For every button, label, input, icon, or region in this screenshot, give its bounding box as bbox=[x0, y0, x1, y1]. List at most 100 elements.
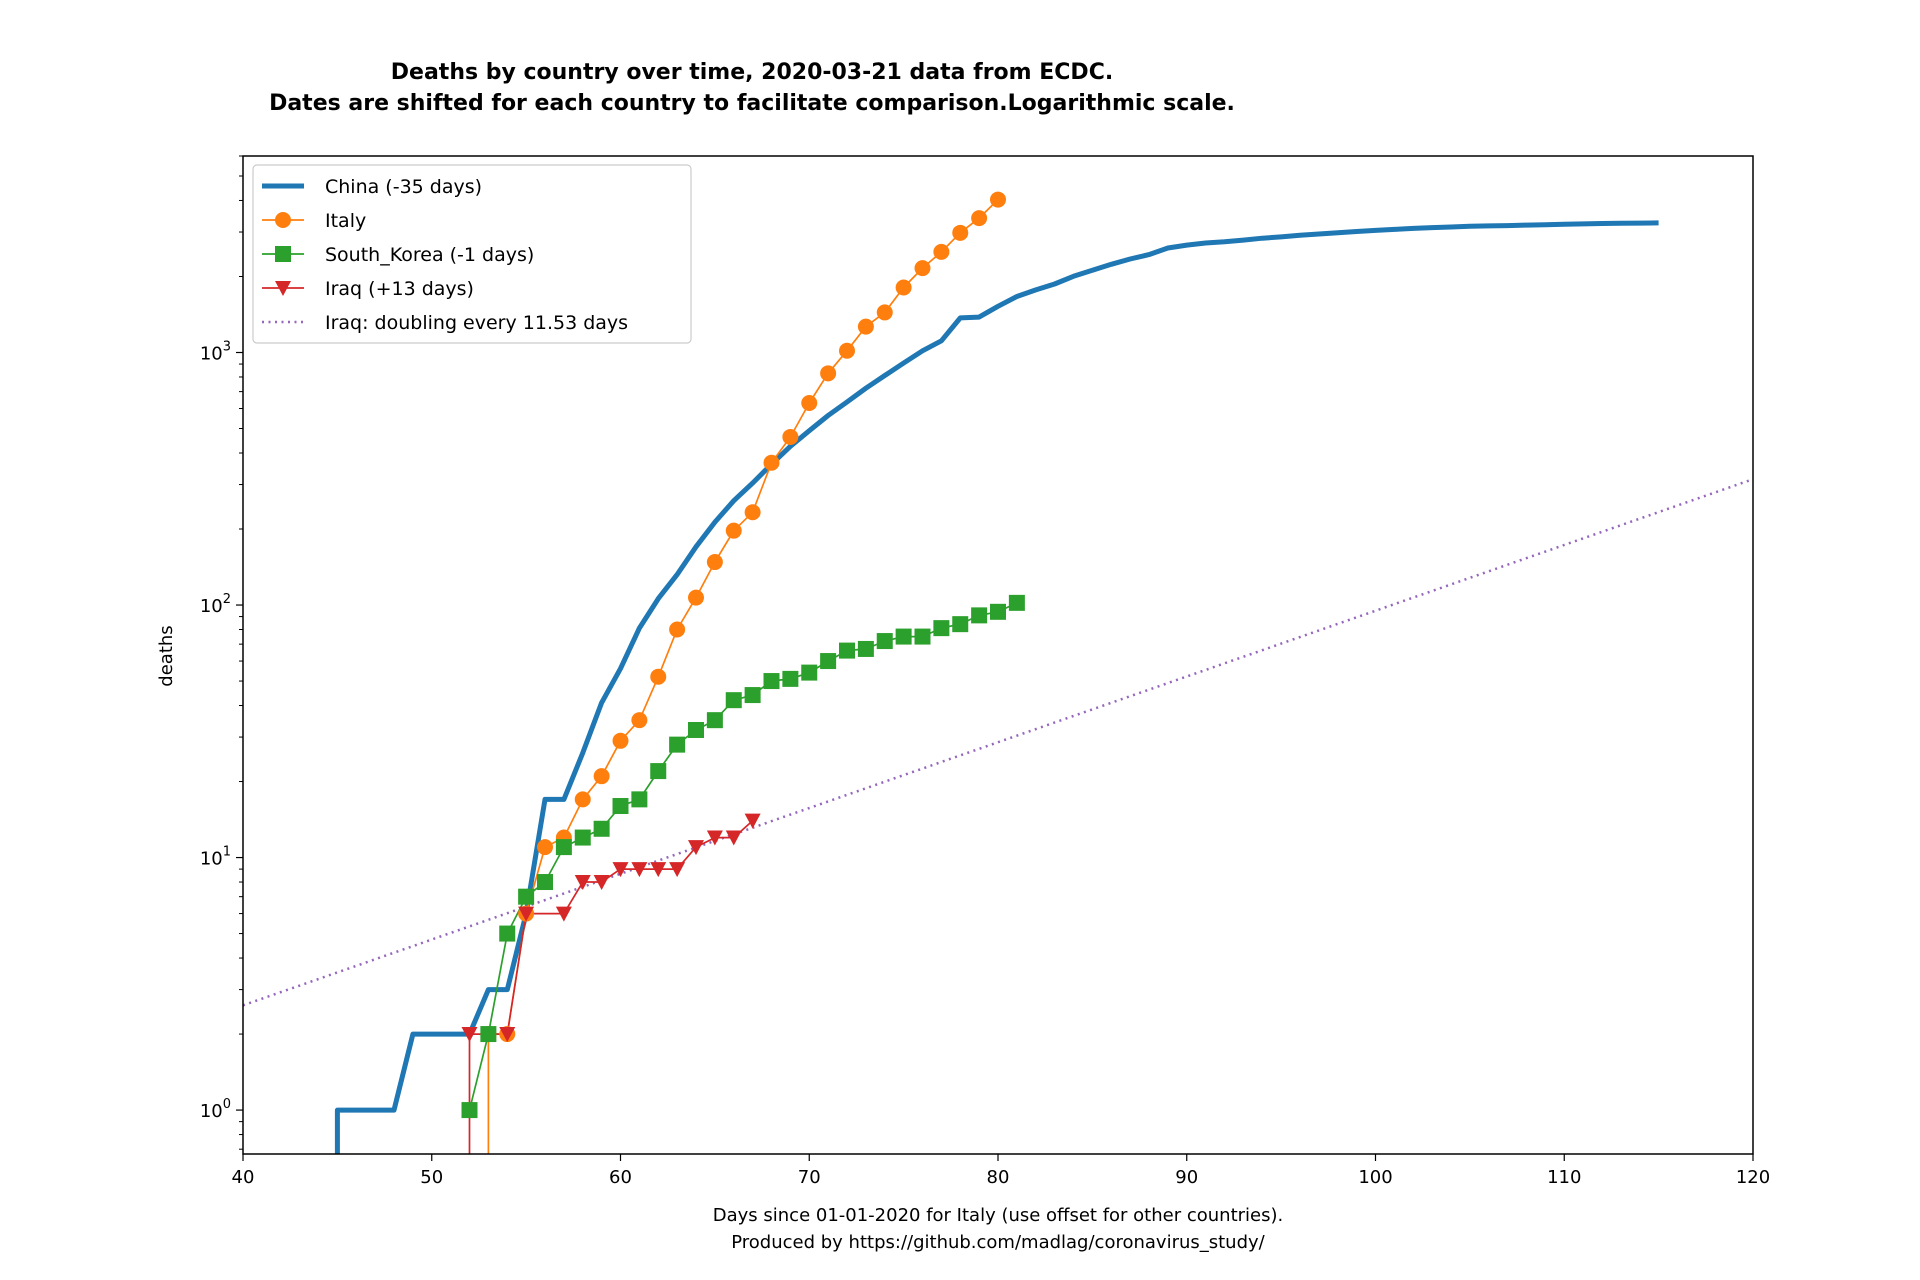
point-iraq-13-days bbox=[744, 813, 761, 829]
point-south-korea-1-days bbox=[518, 888, 535, 905]
point-italy bbox=[876, 304, 893, 321]
legend-label-south-korea-1-days: South_Korea (-1 days) bbox=[325, 244, 534, 266]
point-iraq-13-days bbox=[574, 875, 591, 891]
point-south-korea-1-days bbox=[971, 607, 988, 624]
x-tick-label: 50 bbox=[420, 1167, 443, 1188]
point-iraq-13-days bbox=[612, 862, 629, 878]
x-axis: 40 50 60 70 80 90 100 110 120 bbox=[232, 1154, 1770, 1188]
point-italy bbox=[895, 279, 912, 296]
point-italy bbox=[839, 342, 855, 359]
point-south-korea-1-days bbox=[574, 829, 591, 846]
x-tick-label: 110 bbox=[1547, 1167, 1581, 1188]
point-iraq-13-days bbox=[706, 830, 723, 846]
x-tick-label: 120 bbox=[1736, 1167, 1770, 1188]
point-iraq-13-days bbox=[461, 1027, 478, 1043]
point-south-korea-1-days bbox=[839, 642, 855, 659]
point-south-korea-1-days bbox=[1008, 594, 1025, 611]
chart-title-line1: Deaths by country over time, 2020-03-21 … bbox=[391, 60, 1113, 85]
point-italy bbox=[763, 454, 780, 471]
point-iraq-13-days bbox=[499, 1027, 516, 1043]
series-line-china-35-days bbox=[334, 220, 1659, 1154]
point-iraq-13-days bbox=[688, 840, 704, 856]
point-italy bbox=[857, 318, 874, 335]
point-south-korea-1-days bbox=[744, 687, 761, 704]
y-tick-label: 100 bbox=[200, 1097, 231, 1122]
legend-label-iraq-13-days: Iraq (+13 days) bbox=[325, 278, 474, 300]
point-italy bbox=[933, 243, 950, 260]
x-axis-label-line2: Produced by https://github.com/madlag/co… bbox=[731, 1232, 1265, 1253]
point-iraq-13-days bbox=[725, 830, 742, 846]
point-italy bbox=[725, 522, 742, 539]
series-layer bbox=[243, 198, 1753, 1154]
point-south-korea-1-days bbox=[763, 673, 780, 690]
point-south-korea-1-days bbox=[857, 640, 874, 657]
point-italy bbox=[952, 224, 969, 241]
y-axis-label: deaths bbox=[156, 625, 177, 686]
point-iraq-13-days bbox=[650, 862, 667, 878]
series-line-italy bbox=[487, 198, 999, 1154]
point-iraq-13-days bbox=[593, 875, 610, 891]
point-italy bbox=[612, 732, 629, 749]
point-iraq-13-days bbox=[555, 906, 572, 922]
point-south-korea-1-days bbox=[782, 670, 799, 687]
y-axis: 100 101 102 103 bbox=[200, 155, 243, 1150]
point-south-korea-1-days bbox=[895, 628, 912, 645]
point-italy bbox=[574, 791, 591, 808]
series-line-iraq-doubling-every-11-53-days bbox=[243, 478, 1753, 1007]
point-italy bbox=[801, 395, 818, 412]
point-south-korea-1-days bbox=[593, 820, 610, 837]
point-south-korea-1-days bbox=[537, 874, 553, 891]
point-italy bbox=[914, 260, 931, 277]
point-italy bbox=[782, 428, 799, 445]
point-south-korea-1-days bbox=[933, 620, 950, 637]
point-south-korea-1-days bbox=[820, 653, 837, 670]
x-tick-label: 100 bbox=[1358, 1167, 1392, 1188]
point-italy bbox=[706, 554, 723, 571]
point-italy bbox=[669, 621, 686, 638]
point-south-korea-1-days bbox=[461, 1102, 478, 1119]
point-south-korea-1-days bbox=[650, 763, 667, 780]
point-italy bbox=[820, 365, 837, 382]
x-tick-label: 60 bbox=[609, 1167, 632, 1188]
point-italy bbox=[593, 768, 610, 785]
legend-label-iraq-doubling-every-11-53-days: Iraq: doubling every 11.53 days bbox=[325, 312, 628, 334]
point-south-korea-1-days bbox=[499, 925, 516, 942]
series-line-south-korea-1-days bbox=[468, 602, 1018, 1111]
point-iraq-13-days bbox=[518, 906, 535, 922]
point-south-korea-1-days bbox=[801, 664, 818, 681]
point-south-korea-1-days bbox=[706, 712, 723, 729]
point-south-korea-1-days bbox=[669, 736, 686, 753]
x-tick-label: 90 bbox=[1175, 1167, 1198, 1188]
x-axis-label-line1: Days since 01-01-2020 for Italy (use off… bbox=[713, 1205, 1283, 1226]
y-tick-label: 103 bbox=[200, 340, 231, 365]
legend-marker-iraq-13-days bbox=[275, 281, 291, 296]
point-iraq-13-days bbox=[669, 862, 686, 878]
y-tick-label: 102 bbox=[200, 592, 231, 617]
point-italy bbox=[650, 668, 667, 685]
point-italy bbox=[744, 504, 761, 521]
point-italy bbox=[990, 191, 1006, 208]
x-tick-label: 80 bbox=[987, 1167, 1010, 1188]
point-italy bbox=[631, 712, 648, 729]
point-south-korea-1-days bbox=[990, 603, 1006, 620]
legend-label-china-35-days: China (-35 days) bbox=[325, 176, 482, 198]
plot-area bbox=[242, 155, 1754, 1155]
point-south-korea-1-days bbox=[612, 798, 629, 815]
legend: China (-35 days) Italy South_Korea (-1 day… bbox=[252, 164, 692, 344]
point-south-korea-1-days bbox=[555, 839, 572, 856]
y-tick-label: 101 bbox=[200, 845, 231, 870]
x-tick-label: 40 bbox=[232, 1167, 255, 1188]
marker-layer bbox=[461, 191, 1025, 1119]
legend-label-italy: Italy bbox=[325, 210, 366, 232]
legend-box bbox=[252, 164, 692, 344]
point-south-korea-1-days bbox=[631, 791, 648, 808]
point-south-korea-1-days bbox=[952, 616, 969, 633]
point-south-korea-1-days bbox=[876, 633, 893, 650]
point-south-korea-1-days bbox=[688, 721, 704, 738]
legend-marker-italy bbox=[275, 212, 291, 228]
point-south-korea-1-days bbox=[914, 628, 931, 645]
point-south-korea-1-days bbox=[725, 692, 742, 709]
point-italy bbox=[537, 839, 553, 856]
point-iraq-13-days bbox=[631, 862, 648, 878]
